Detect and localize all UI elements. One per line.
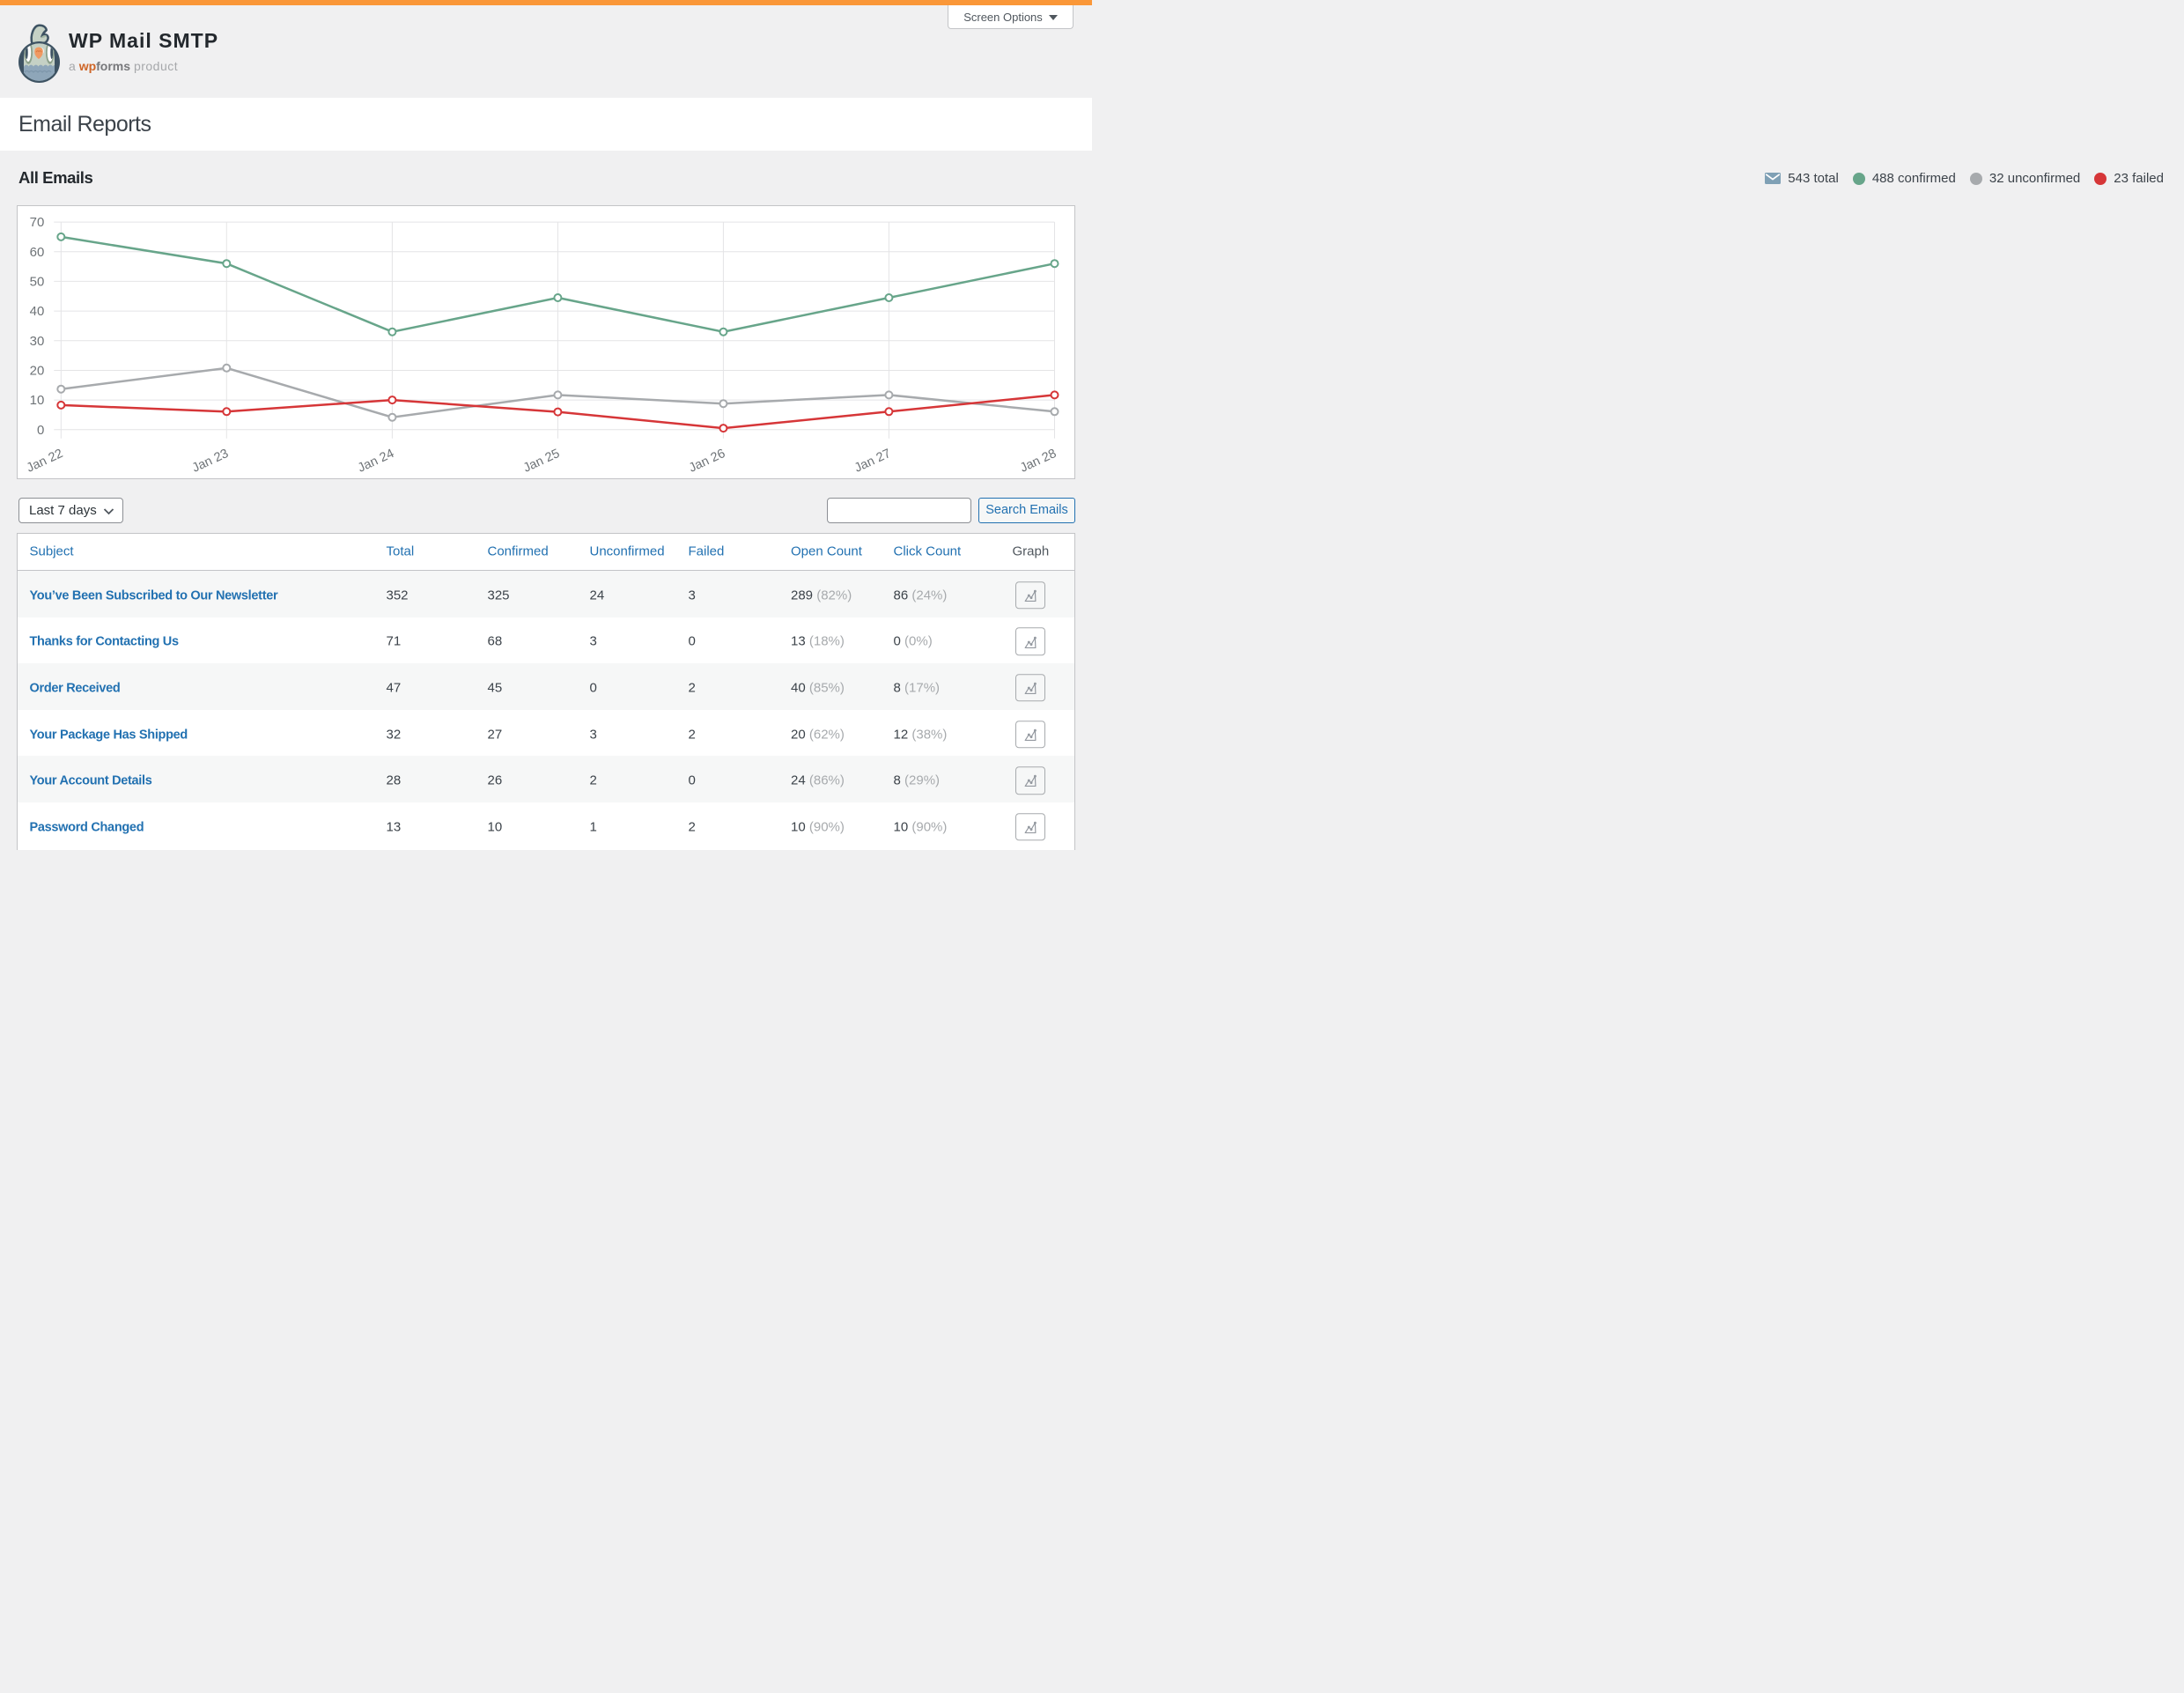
svg-text:Jan 23: Jan 23 (190, 447, 231, 476)
svg-text:Jan 24: Jan 24 (356, 447, 396, 476)
svg-text:50: 50 (30, 275, 45, 290)
svg-text:30: 30 (30, 334, 45, 349)
svg-text:70: 70 (30, 215, 45, 230)
svg-text:Jan 25: Jan 25 (521, 447, 562, 476)
svg-text:40: 40 (30, 304, 45, 319)
svg-text:10: 10 (30, 393, 45, 408)
svg-text:Jan 28: Jan 28 (1018, 447, 1059, 476)
svg-text:Jan 27: Jan 27 (852, 447, 893, 476)
svg-text:20: 20 (30, 364, 45, 379)
svg-text:0: 0 (37, 423, 44, 438)
svg-text:Jan 26: Jan 26 (687, 447, 727, 476)
svg-text:Jan 22: Jan 22 (25, 447, 65, 476)
svg-text:60: 60 (30, 245, 45, 260)
